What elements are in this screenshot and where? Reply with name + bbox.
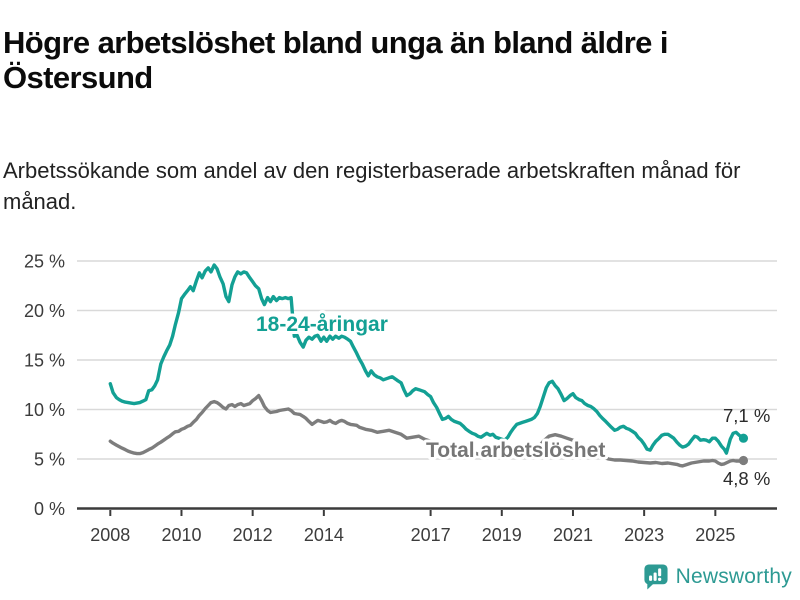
- end-dot-0: [738, 455, 749, 466]
- y-tick-label: 25 %: [24, 252, 65, 272]
- x-tick-label: 2010: [161, 525, 201, 545]
- y-tick-label: 15 %: [24, 351, 65, 371]
- x-tick-label: 2008: [90, 525, 130, 545]
- newsworthy-logo-icon: [642, 563, 669, 591]
- y-tick-label: 20 %: [24, 301, 65, 321]
- x-tick-label: 2025: [695, 525, 735, 545]
- series-label-1: 18-24-åringar: [256, 313, 388, 336]
- x-tick-label: 2019: [482, 525, 522, 545]
- x-tick-label: 2012: [233, 525, 273, 545]
- chart-subtitle: Arbetssökande som andel av den registerb…: [3, 158, 741, 214]
- series-label-0: Total arbetslöshet: [426, 439, 605, 462]
- y-tick-label: 0 %: [34, 499, 65, 519]
- end-dot-1: [738, 433, 749, 443]
- y-tick-label: 5 %: [34, 450, 65, 470]
- series-line-1: [108, 263, 746, 455]
- end-value-label-0: 4,8 %: [723, 468, 770, 489]
- x-tick-label: 2023: [624, 525, 664, 545]
- page-title: Högre arbetslöshet bland unga än bland ä…: [3, 24, 668, 95]
- x-tick-label: 2014: [304, 525, 344, 545]
- end-value-label-1: 7,1 %: [723, 405, 770, 426]
- y-tick-label: 10 %: [24, 400, 65, 420]
- x-tick-label: 2021: [553, 525, 593, 545]
- newsworthy-logo-text: Newsworthy: [675, 565, 792, 588]
- newsworthy-logo[interactable]: Newsworthy: [642, 563, 792, 591]
- series-line-0: [108, 393, 746, 468]
- x-tick-label: 2017: [411, 525, 451, 545]
